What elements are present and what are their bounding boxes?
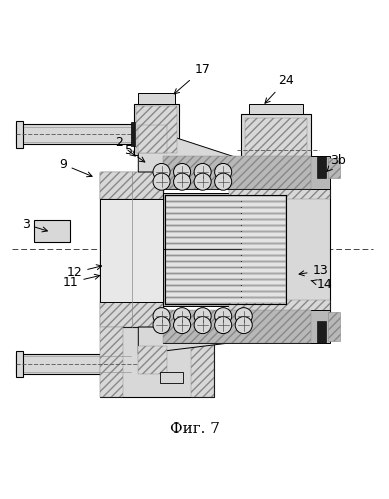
Bar [165,256,286,261]
Text: 14: 14 [311,278,332,291]
Circle shape [173,308,191,325]
Bar [165,202,286,207]
Text: 11: 11 [63,274,100,289]
Bar [16,124,135,144]
Circle shape [153,316,170,334]
Text: 2: 2 [115,136,135,156]
Polygon shape [135,104,179,155]
Polygon shape [100,172,163,199]
Polygon shape [138,125,233,186]
Bar [165,298,286,303]
Bar [328,311,340,341]
Circle shape [235,308,252,325]
Circle shape [235,316,252,334]
Polygon shape [100,199,163,302]
Polygon shape [241,114,311,186]
Text: 3: 3 [22,218,47,232]
Circle shape [173,164,191,181]
Polygon shape [163,157,311,190]
Circle shape [215,308,232,325]
Circle shape [194,173,211,190]
Text: 5: 5 [124,144,145,162]
Text: 12: 12 [67,265,102,279]
Bar [165,262,286,267]
Polygon shape [138,92,175,104]
Bar [165,238,286,243]
Circle shape [194,316,211,334]
Bar [131,122,139,146]
Bar [165,232,286,237]
Text: 17: 17 [174,63,210,94]
Polygon shape [249,104,303,114]
Bar [165,250,286,255]
Circle shape [173,316,191,334]
Polygon shape [138,313,233,354]
Circle shape [153,164,170,181]
Polygon shape [138,125,167,153]
Bar [317,157,326,178]
Bar [159,372,183,383]
Circle shape [173,173,191,190]
Bar [165,208,286,213]
Circle shape [215,316,232,334]
Circle shape [215,164,232,181]
Bar [165,292,286,297]
Polygon shape [100,172,163,327]
Polygon shape [163,309,311,342]
Bar [165,196,286,201]
Circle shape [215,173,232,190]
Polygon shape [230,186,330,313]
Polygon shape [100,327,123,397]
Polygon shape [163,157,330,190]
Polygon shape [163,309,330,342]
Text: 24: 24 [265,74,293,103]
Text: 3b: 3b [327,154,346,172]
Bar [16,354,135,374]
Bar [165,244,286,249]
Circle shape [194,308,211,325]
Text: 9: 9 [59,158,92,177]
Polygon shape [100,327,214,397]
Bar [33,221,70,242]
Polygon shape [230,300,330,313]
Circle shape [153,173,170,190]
Bar [165,214,286,219]
Circle shape [194,164,211,181]
Bar [165,286,286,291]
Polygon shape [138,346,167,374]
Bar [165,226,286,231]
Bar [165,280,286,285]
Bar [317,321,326,342]
Polygon shape [137,106,177,153]
Bar [16,351,23,377]
Bar [165,268,286,273]
Bar [328,158,340,178]
Polygon shape [100,302,163,327]
Text: Фиг. 7: Фиг. 7 [170,422,219,436]
Text: 13: 13 [299,264,328,277]
Bar [165,274,286,279]
Bar [16,121,23,148]
Polygon shape [245,118,307,182]
Polygon shape [191,327,214,397]
Circle shape [153,308,170,325]
Polygon shape [163,250,241,306]
Bar [165,220,286,225]
Polygon shape [230,186,330,199]
Polygon shape [163,193,241,250]
